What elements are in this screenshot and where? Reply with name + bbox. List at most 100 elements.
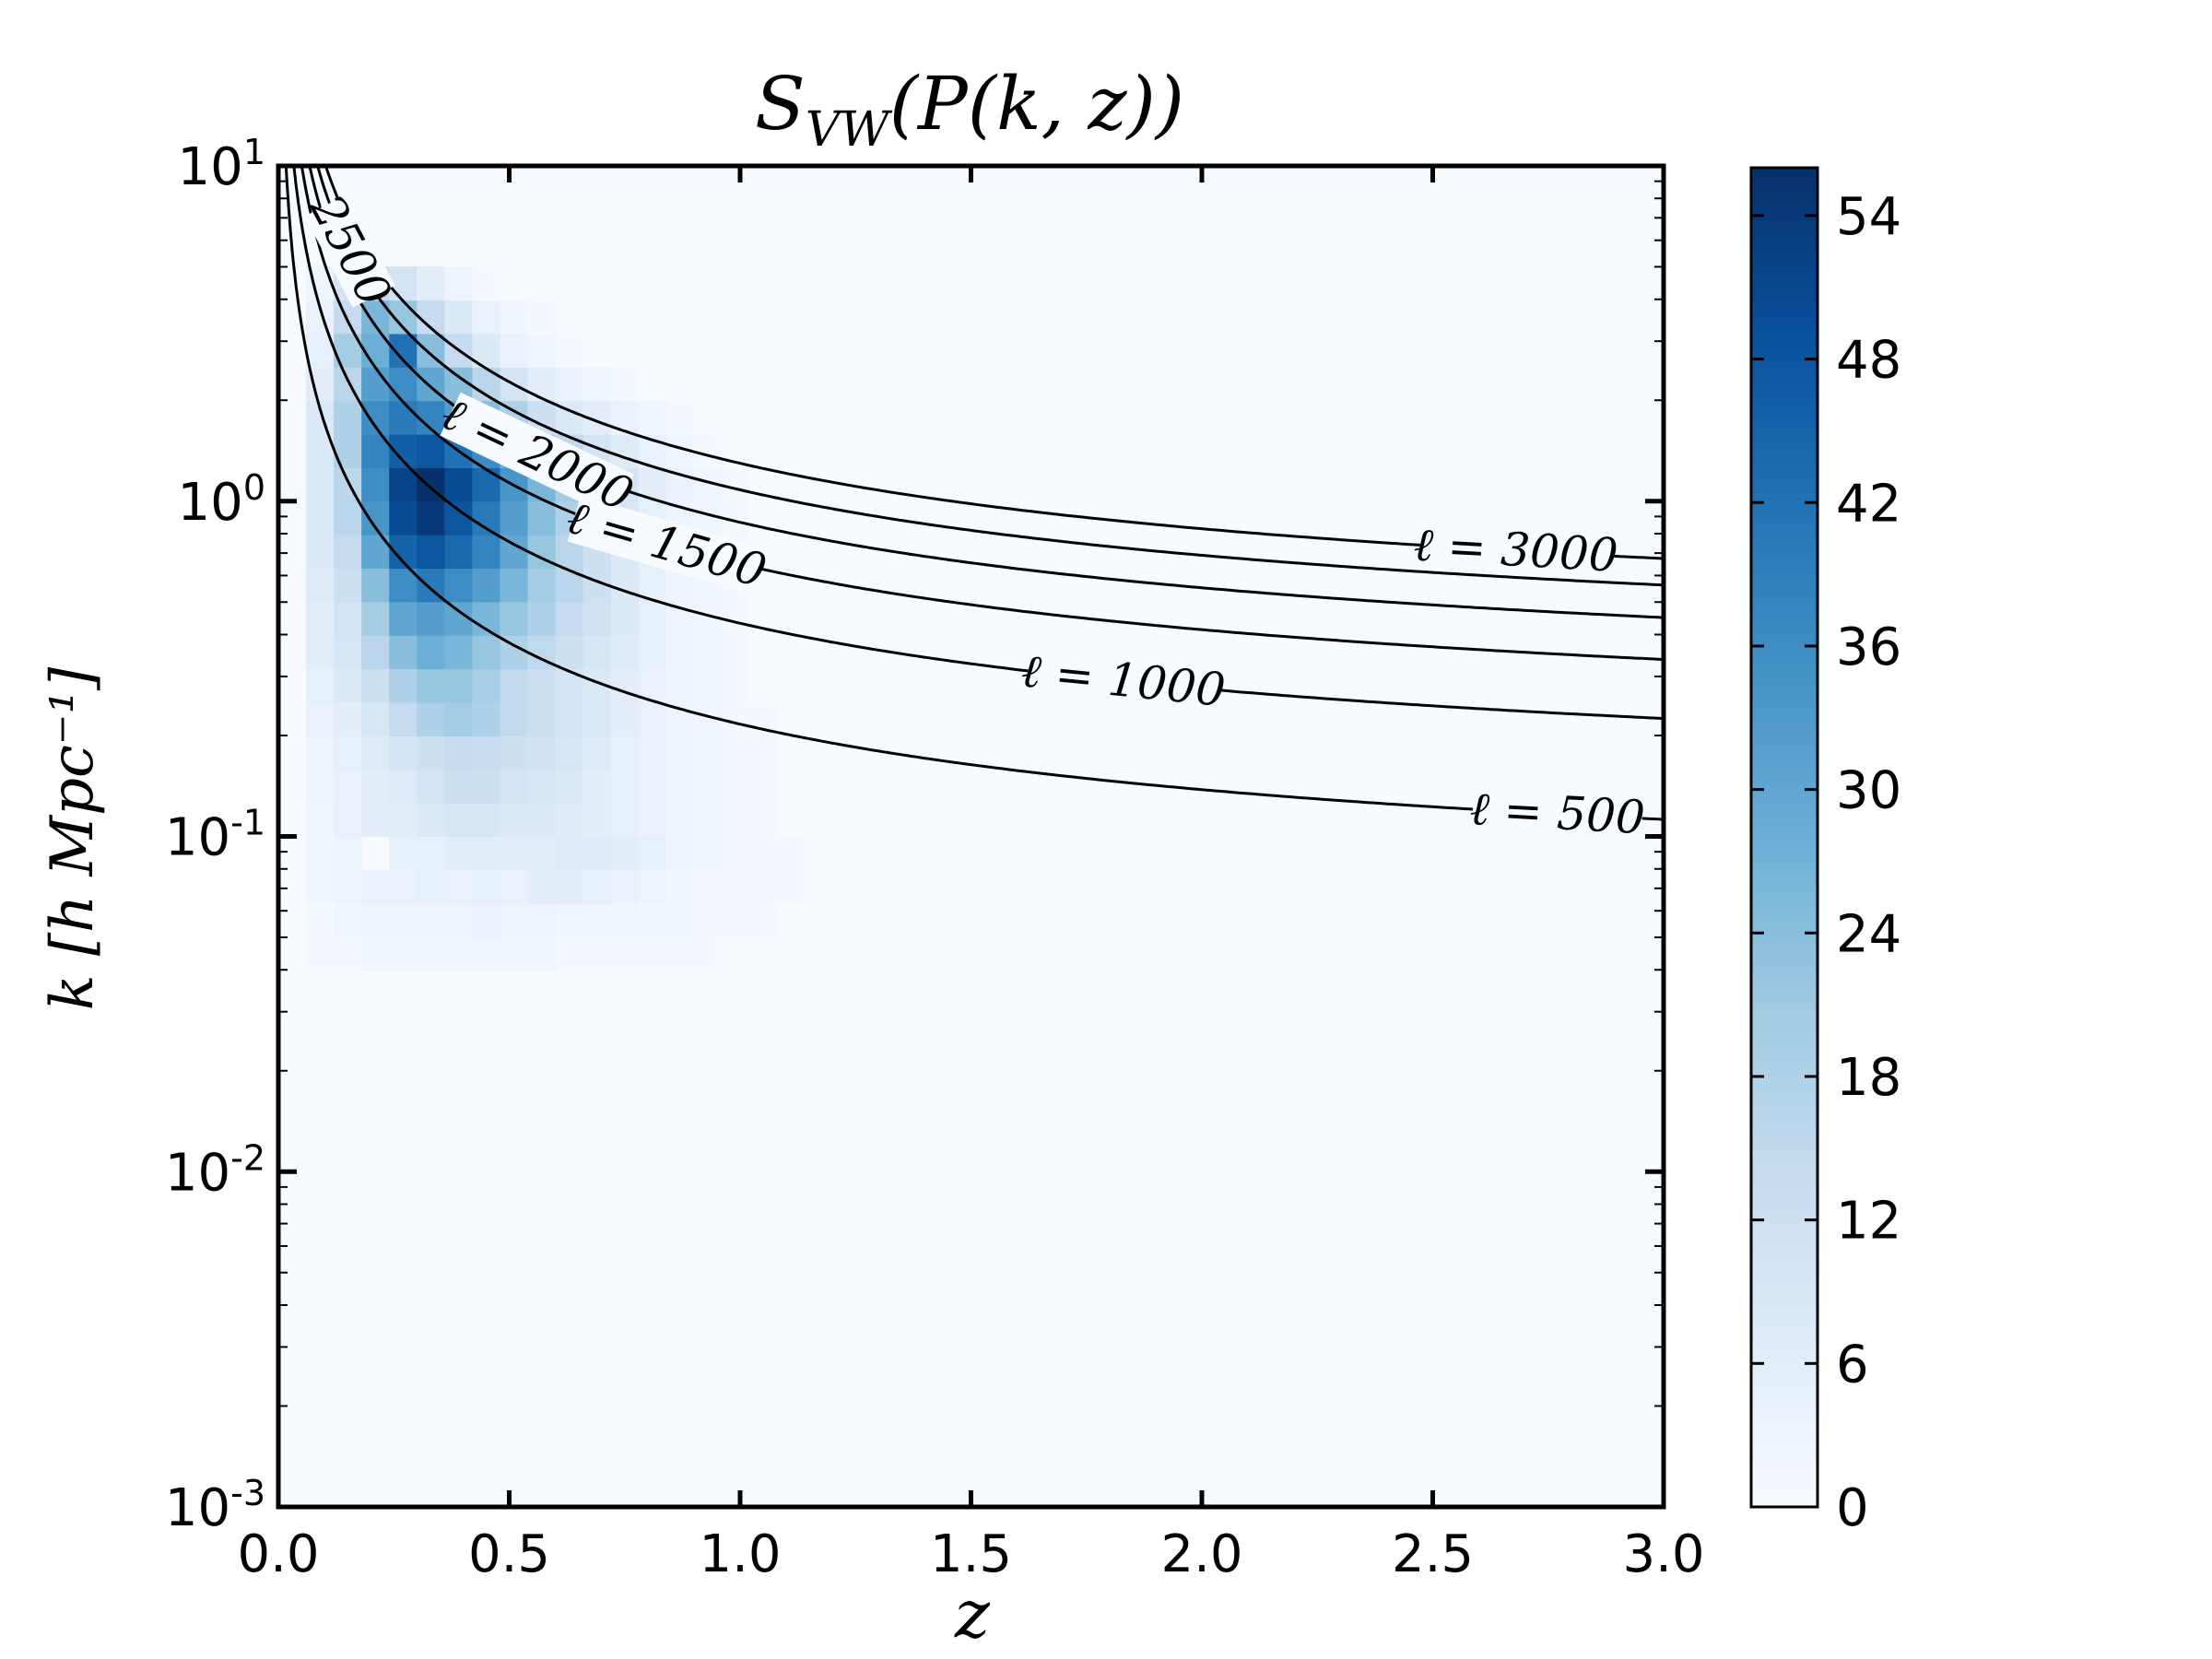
- heatmap-cell: [638, 735, 667, 771]
- heatmap-cell: [610, 702, 640, 736]
- heatmap-cell: [500, 803, 529, 838]
- heatmap-cell: [361, 568, 390, 603]
- heatmap-cell: [306, 467, 335, 502]
- heatmap-cell: [472, 869, 501, 904]
- heatmap-cell: [500, 500, 529, 535]
- heatmap-cell: [721, 735, 750, 771]
- heatmap-cell: [389, 903, 418, 938]
- heatmap-cell: [306, 903, 335, 938]
- heatmap-cell: [500, 601, 529, 636]
- heatmap-cell: [334, 434, 362, 468]
- heatmap-cell: [582, 903, 612, 938]
- heatmap-cell: [334, 769, 362, 804]
- heatmap-cell: [361, 668, 390, 703]
- heatmap-cell: [472, 300, 501, 335]
- heatmap-cell: [721, 702, 750, 736]
- heatmap-cell: [777, 869, 806, 904]
- heatmap-cell: [361, 601, 390, 636]
- heatmap-cell: [417, 601, 445, 636]
- heatmap-cell: [665, 803, 695, 838]
- y-tick-label: 10-3: [165, 1473, 265, 1538]
- heatmap-cell: [500, 735, 529, 771]
- y-tick-label-exponent: -1: [230, 803, 265, 843]
- heatmap-cell: [555, 936, 584, 971]
- heatmap-cell: [693, 869, 723, 904]
- colorbar-tick-label: 0: [1836, 1478, 1869, 1538]
- heatmap-cell: [417, 668, 445, 703]
- heatmap-cell: [361, 769, 390, 804]
- heatmap-cell: [582, 735, 612, 771]
- heatmap-cell: [361, 903, 390, 938]
- heatmap-cell: [389, 367, 418, 402]
- heatmap-cell: [610, 434, 640, 468]
- heatmap-cell: [610, 735, 640, 771]
- heatmap-cell: [417, 903, 445, 938]
- heatmap-cell: [693, 668, 723, 703]
- colorbar-tick-label: 18: [1836, 1048, 1901, 1108]
- y-tick-label: 100: [178, 467, 265, 533]
- heatmap-cell: [693, 903, 723, 938]
- heatmap-cell: [749, 836, 778, 871]
- heatmap-cell: [472, 769, 501, 804]
- heatmap-cell: [361, 735, 390, 771]
- x-tick-label: 2.0: [1160, 1524, 1242, 1584]
- contour-label-ell-3000: ℓ = 3000: [1412, 518, 1619, 582]
- heatmap-cell: [610, 635, 640, 670]
- heatmap-cell: [610, 601, 640, 636]
- heatmap-cell: [610, 400, 640, 435]
- heatmap-cell: [389, 769, 418, 804]
- heatmap-cell: [389, 702, 418, 736]
- heatmap-cell: [555, 668, 584, 703]
- heatmap-cell: [444, 735, 474, 771]
- y-axis-label: k [h Mpc⁻¹]: [39, 666, 107, 1010]
- heatmap-cell: [500, 333, 529, 368]
- heatmap-cell: [389, 836, 418, 871]
- heatmap-cell: [582, 769, 612, 804]
- heatmap-cell: [749, 903, 778, 938]
- heatmap-cell: [638, 635, 667, 670]
- heatmap-cell: [472, 467, 501, 502]
- heatmap-cell: [555, 735, 584, 771]
- heatmap-cell: [417, 735, 445, 771]
- heatmap-cell: [527, 568, 557, 603]
- heatmap-cell: [527, 836, 557, 871]
- heatmap-cell: [417, 836, 445, 871]
- heatmap-cell: [389, 635, 418, 670]
- heatmap-cell: [472, 836, 501, 871]
- contour-label-background: [1471, 785, 1644, 843]
- heatmap-cell: [527, 333, 557, 368]
- heatmap-cell: [500, 936, 529, 971]
- heatmap-cell: [472, 668, 501, 703]
- heatmap-cell: [638, 601, 667, 636]
- heatmap-cell: [582, 869, 612, 904]
- y-tick-label-exponent: 0: [243, 467, 265, 508]
- heatmap-cell: [721, 668, 750, 703]
- heatmap-cell: [334, 668, 362, 703]
- heatmap-cell: [334, 535, 362, 570]
- heatmap-cell: [334, 903, 362, 938]
- heatmap-cell: [389, 869, 418, 904]
- heatmap-cell: [500, 836, 529, 871]
- heatmap-cell: [389, 400, 418, 435]
- colorbar-tick-label: 48: [1836, 331, 1901, 391]
- y-tick-label: 10-2: [165, 1137, 265, 1203]
- heatmap-cell: [361, 869, 390, 904]
- heatmap-cell: [693, 803, 723, 838]
- heatmap-cell: [555, 869, 584, 904]
- heatmap-cell: [610, 367, 640, 402]
- heatmap-cell: [444, 568, 474, 603]
- heatmap-cell: [444, 836, 474, 871]
- heatmap-cell: [417, 936, 445, 971]
- heatmap-cell: [444, 668, 474, 703]
- colorbar-tick-label: 36: [1836, 618, 1901, 677]
- y-tick-label-exponent: 1: [243, 132, 265, 172]
- heatmap-cell: [444, 266, 474, 301]
- heatmap-cell: [527, 702, 557, 736]
- x-tick-label: 0.0: [237, 1524, 319, 1584]
- heatmap-cell: [500, 869, 529, 904]
- heatmap-cell: [610, 568, 640, 603]
- heatmap-cell: [555, 702, 584, 736]
- heatmap-cell: [417, 635, 445, 670]
- heatmap-cell: [500, 568, 529, 603]
- heatmap-cell: [582, 702, 612, 736]
